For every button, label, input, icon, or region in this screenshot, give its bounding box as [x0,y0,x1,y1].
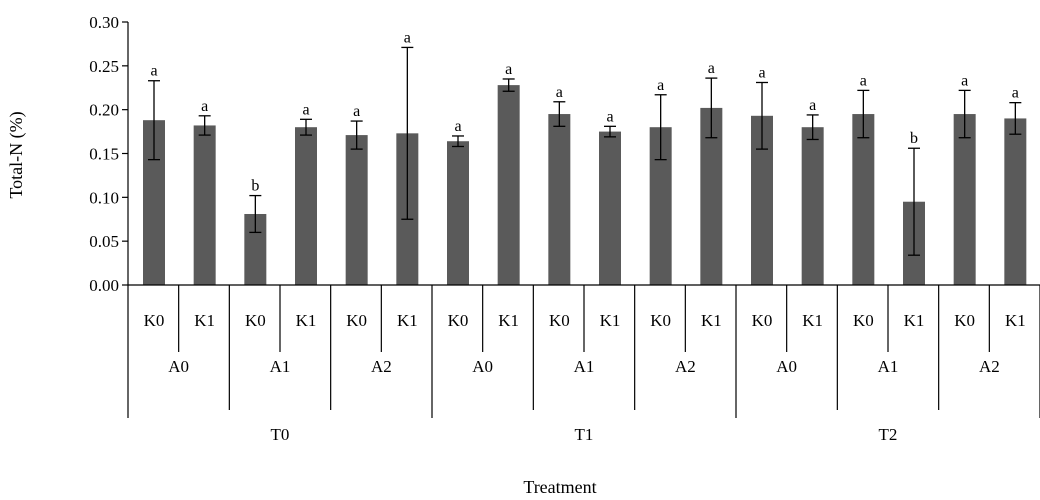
significance-label: a [454,118,461,135]
bar [193,125,216,286]
category-label-t: T0 [271,425,290,444]
significance-label: b [251,178,259,195]
y-tick-label: 0.20 [89,101,119,120]
category-label-t: T2 [879,425,898,444]
category-label-k: K0 [954,311,975,330]
category-label-a: A1 [878,357,899,376]
category-label-k: K1 [397,311,418,330]
category-axis: K0 K1 K0 K1 K0 K1 K0 K1 K0 K1 K0 K1 K0 K1 K0 K1 K0 K1 A0 A1… [127,284,1040,444]
y-axis: 0.00 0.05 0.10 0.15 0.20 0.25 0.30 [89,13,129,295]
category-label-k: K0 [144,311,165,330]
category-label-a: A2 [675,357,696,376]
significance-label: a [1012,85,1019,102]
significance-label: a [505,61,512,78]
category-label-k: K1 [296,311,317,330]
x-axis-title: Treatment [523,477,596,497]
bar [801,127,824,285]
category-label-k: K0 [549,311,570,330]
bar [295,127,317,285]
category-label-a: A2 [371,357,392,376]
category-label-k: K0 [752,311,773,330]
bar [548,114,571,285]
category-label-k: K0 [853,311,874,330]
bar [751,115,773,285]
y-tick-label: 0.30 [89,13,119,32]
significance-label: a [961,72,968,89]
y-axis-title: Total-N (%) [6,111,27,198]
significance-label: b [910,130,918,147]
bar [345,135,368,285]
category-label-k: K0 [650,311,671,330]
significance-label: a [708,60,715,77]
bar [244,213,267,285]
category-label-a: A1 [574,357,595,376]
bar [143,120,165,285]
category-label-a: A0 [472,357,493,376]
bar [447,141,469,285]
category-label-k: K1 [194,311,215,330]
significance-label: a [758,64,765,81]
category-label-a: A0 [776,357,797,376]
significance-label: a [201,98,208,115]
significance-label: a [150,63,157,80]
y-tick-label: 0.10 [89,188,119,207]
category-label-k: K1 [802,311,823,330]
bar [700,107,723,285]
significance-label: a [353,103,360,120]
bar [1004,118,1027,285]
y-tick-label: 0.00 [89,276,119,295]
category-label-k: K0 [448,311,469,330]
y-tick-label: 0.05 [89,232,119,251]
category-label-k: K1 [600,311,621,330]
significance-label: a [404,29,411,46]
y-tick-label: 0.15 [89,145,119,164]
category-label-k: K1 [498,311,519,330]
category-label-k: K1 [701,311,722,330]
category-label-a: A0 [168,357,189,376]
category-label-k: K1 [1005,311,1026,330]
category-label-k: K0 [245,311,266,330]
category-label-a: A2 [979,357,1000,376]
y-tick-label: 0.25 [89,57,119,76]
category-label-a: A1 [270,357,291,376]
category-label-t: T1 [575,425,594,444]
category-label-k: K0 [346,311,367,330]
bar [497,85,520,286]
significance-label: a [809,97,816,114]
significance-label: a [302,101,309,118]
significance-label: a [860,72,867,89]
bar [649,127,672,285]
bar [953,114,976,285]
bar [599,131,621,285]
bars-group: a a b a a a a a a a a a a a a b a a [143,29,1027,286]
significance-label: a [556,84,563,101]
category-label-k: K1 [904,311,925,330]
bar [852,114,875,285]
significance-label: a [657,77,664,94]
significance-label: a [606,108,613,125]
